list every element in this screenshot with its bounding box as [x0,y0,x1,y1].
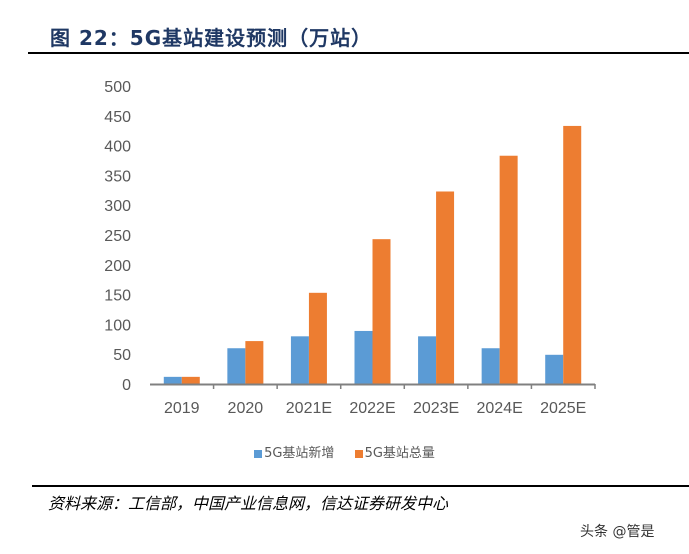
legend: 5G基站新增 5G基站总量 [0,442,689,461]
bar-total [245,341,264,384]
y-tick-label: 250 [104,228,131,245]
bar-new [290,336,309,384]
y-tick-label: 100 [104,317,131,334]
y-tick-label: 150 [104,288,131,305]
source-note: 资料来源：工信部，中国产业信息网，信达证券研发中心 [48,494,449,513]
x-tick-label: 2023E [413,400,459,417]
y-tick-label: 0 [122,377,131,394]
y-tick-label: 350 [104,168,131,185]
legend-swatch [254,449,263,458]
bar-total [563,125,582,384]
bar-new [163,376,182,384]
x-tick-label: 2022E [349,400,395,417]
bar-total [181,376,200,384]
y-tick-label: 300 [104,198,131,215]
bar-new [481,348,500,384]
legend-label: 5G基站总量 [364,446,435,461]
bar-new [418,336,437,384]
bar-new [545,354,564,384]
bar-total [372,239,391,384]
legend-label: 5G基站新增 [264,446,335,461]
legend-swatch [354,449,363,458]
legend-item-total: 5G基站总量 [354,446,435,461]
source-divider [32,485,689,487]
x-tick-label: 2019 [164,400,200,417]
x-tick-label: 2025E [540,400,586,417]
x-tick-label: 2024E [477,400,523,417]
bar-chart: 0 50 100 150 200 250 300 350 400 450 500 2019 2020 20… [104,79,596,417]
y-tick-label: 200 [104,258,131,275]
bar-new [227,348,246,384]
bar-total [436,191,455,384]
y-tick-label: 450 [104,109,131,126]
title-divider [28,52,689,54]
y-tick-label: 500 [104,79,131,96]
x-tick-label: 2020 [228,400,264,417]
chart-title: 图 22：5G基站建设预测（万站） [50,26,373,50]
legend-item-new: 5G基站新增 [254,446,334,461]
watermark: 头条 @管是 [580,524,655,540]
bar-total [308,292,327,384]
bar-total [499,155,518,384]
bar-new [354,330,373,384]
y-tick-label: 50 [113,347,131,364]
y-tick-label: 400 [104,139,131,156]
x-tick-label: 2021E [286,400,332,417]
